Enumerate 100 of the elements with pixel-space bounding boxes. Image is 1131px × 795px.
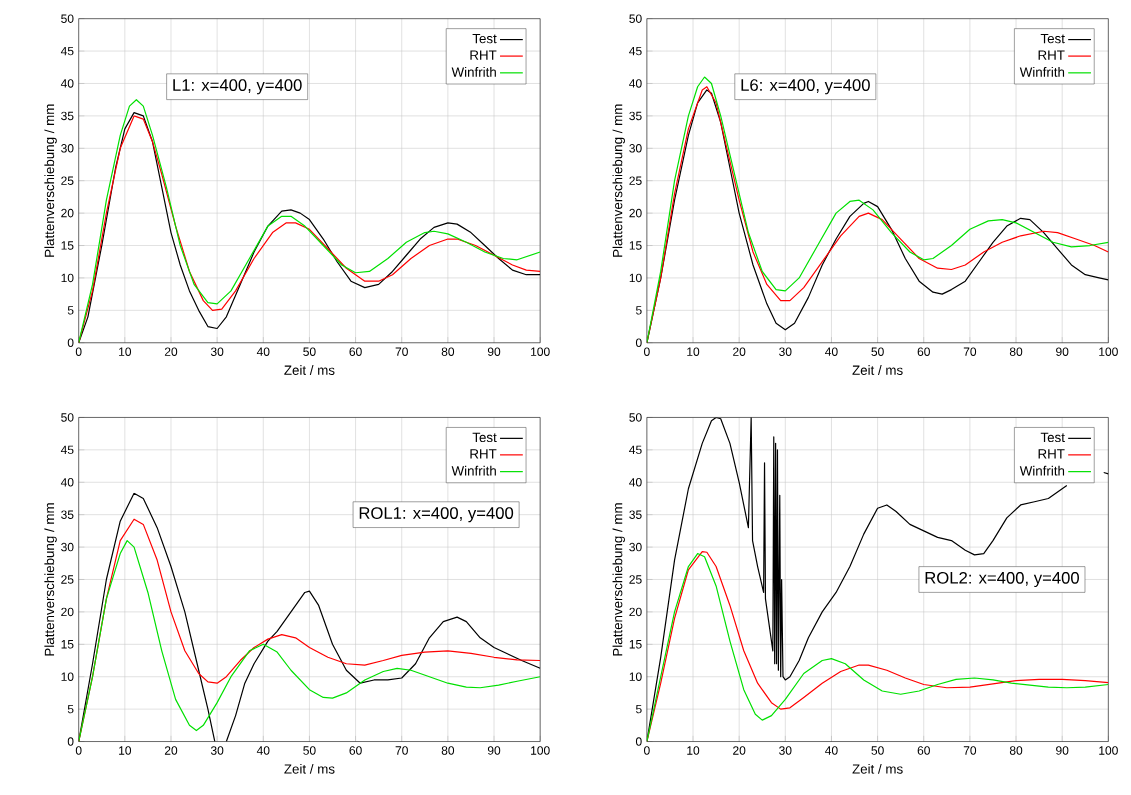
y-tick-label: 50	[629, 413, 642, 422]
legend-label: Winfrith	[1019, 67, 1065, 77]
annotation: L1: x=400, y=400	[173, 79, 302, 95]
y-axis-title: Plattenverschiebung / mm	[612, 104, 625, 257]
legend-label: RHT	[1038, 449, 1065, 459]
x-tick-label: 10	[119, 347, 132, 357]
y-tick-label: 45	[60, 46, 74, 56]
x-tick-label: 70	[963, 347, 977, 357]
y-tick-label: 15	[61, 640, 74, 649]
y-tick-label: 0	[67, 737, 74, 746]
x-tick-label: 40	[256, 347, 270, 357]
legend-label: Test	[472, 432, 497, 443]
x-tick-label: 60	[349, 347, 362, 357]
x-tick-label: 90	[1056, 347, 1069, 357]
x-tick-label: 0	[643, 746, 650, 755]
y-tick-label: 0	[635, 338, 642, 348]
y-tick-label: 25	[61, 575, 74, 584]
y-axis-title: Plattenverschiebung / mm	[612, 503, 625, 656]
x-tick-label: 40	[825, 746, 838, 755]
y-tick-label: 5	[635, 704, 642, 714]
x-tick-label: 20	[164, 746, 178, 755]
legend-label: Winfrith	[451, 67, 496, 77]
x-tick-label: 80	[1009, 347, 1023, 357]
x-tick-label: 100	[1099, 347, 1118, 357]
annotation: ROL1: x=400, y=400	[359, 507, 514, 523]
x-tick-label: 40	[825, 347, 838, 357]
y-tick-label: 0	[67, 338, 74, 348]
y-tick-label: 35	[61, 510, 74, 519]
x-axis-title: Zeit / ms	[284, 365, 335, 375]
y-tick-label: 50	[61, 14, 74, 23]
y-tick-label: 35	[629, 111, 642, 121]
legend-label: Winfrith	[1019, 465, 1065, 476]
x-tick-label: 0	[75, 746, 82, 755]
legend-label: RHT	[470, 50, 497, 60]
x-axis-title: Zeit / ms	[852, 365, 903, 375]
y-tick-label: 35	[629, 510, 642, 519]
y-tick-label: 30	[629, 144, 642, 153]
annotation: L6: x=400, y=400	[741, 79, 870, 95]
y-tick-label: 5	[67, 704, 74, 714]
y-axis-title: Plattenverschiebung / mm	[44, 104, 57, 257]
x-tick-label: 70	[395, 347, 408, 357]
y-tick-label: 35	[61, 111, 74, 121]
x-tick-label: 70	[395, 746, 408, 755]
y-tick-label: 30	[61, 144, 74, 153]
legend-label: RHT	[470, 449, 497, 459]
annotation: ROL2: x=400, y=400	[925, 572, 1079, 588]
y-tick-label: 5	[67, 306, 74, 315]
y-tick-label: 20	[629, 607, 642, 617]
x-tick-label: 90	[487, 746, 501, 755]
y-tick-label: 20	[629, 208, 642, 218]
x-tick-label: 30	[779, 347, 792, 357]
x-tick-label: 40	[256, 746, 270, 755]
y-tick-label: 25	[629, 575, 642, 584]
y-tick-label: 45	[60, 445, 74, 455]
y-tick-label: 40	[629, 478, 642, 487]
x-tick-label: 70	[963, 746, 977, 755]
x-tick-label: 50	[303, 347, 316, 357]
y-tick-label: 45	[629, 445, 642, 455]
y-tick-label: 50	[61, 413, 74, 422]
y-tick-label: 10	[61, 672, 74, 682]
legend-label: RHT	[1038, 50, 1065, 60]
x-tick-label: 60	[917, 746, 930, 755]
y-tick-label: 25	[629, 176, 642, 186]
x-tick-label: 20	[733, 746, 746, 755]
x-tick-label: 80	[441, 746, 455, 755]
x-axis-title: Zeit / ms	[852, 763, 903, 774]
y-axis-title: Plattenverschiebung / mm	[44, 503, 57, 656]
y-tick-label: 40	[60, 478, 74, 487]
x-tick-label: 30	[210, 347, 224, 357]
x-tick-label: 100	[531, 347, 550, 357]
legend-label: Test	[1040, 34, 1065, 44]
x-tick-label: 20	[733, 347, 746, 357]
x-tick-label: 90	[1056, 746, 1069, 755]
y-tick-label: 50	[629, 14, 642, 23]
x-tick-label: 60	[917, 347, 930, 357]
x-tick-label: 80	[1009, 746, 1023, 755]
x-tick-label: 90	[487, 347, 501, 357]
x-tick-label: 10	[119, 746, 132, 755]
x-tick-label: 100	[1099, 746, 1118, 755]
y-tick-label: 30	[629, 542, 642, 552]
x-tick-label: 50	[871, 347, 884, 357]
legend-label: Test	[1040, 432, 1065, 443]
y-tick-label: 20	[61, 607, 74, 617]
legend-label: Test	[472, 34, 497, 44]
y-tick-label: 15	[61, 241, 74, 250]
y-tick-label: 30	[61, 542, 74, 552]
x-tick-label: 0	[643, 347, 650, 357]
y-tick-label: 10	[629, 273, 642, 283]
legend-label: Winfrith	[451, 465, 496, 476]
y-tick-label: 40	[60, 79, 74, 88]
x-tick-label: 80	[441, 347, 455, 357]
x-tick-label: 50	[303, 746, 316, 755]
y-tick-label: 0	[635, 737, 642, 746]
y-tick-label: 10	[629, 672, 642, 682]
y-tick-label: 20	[61, 208, 74, 218]
y-tick-label: 15	[629, 241, 642, 250]
y-tick-label: 25	[61, 176, 74, 186]
x-tick-label: 20	[164, 347, 178, 357]
y-tick-label: 5	[635, 306, 642, 315]
x-tick-label: 10	[687, 746, 700, 755]
